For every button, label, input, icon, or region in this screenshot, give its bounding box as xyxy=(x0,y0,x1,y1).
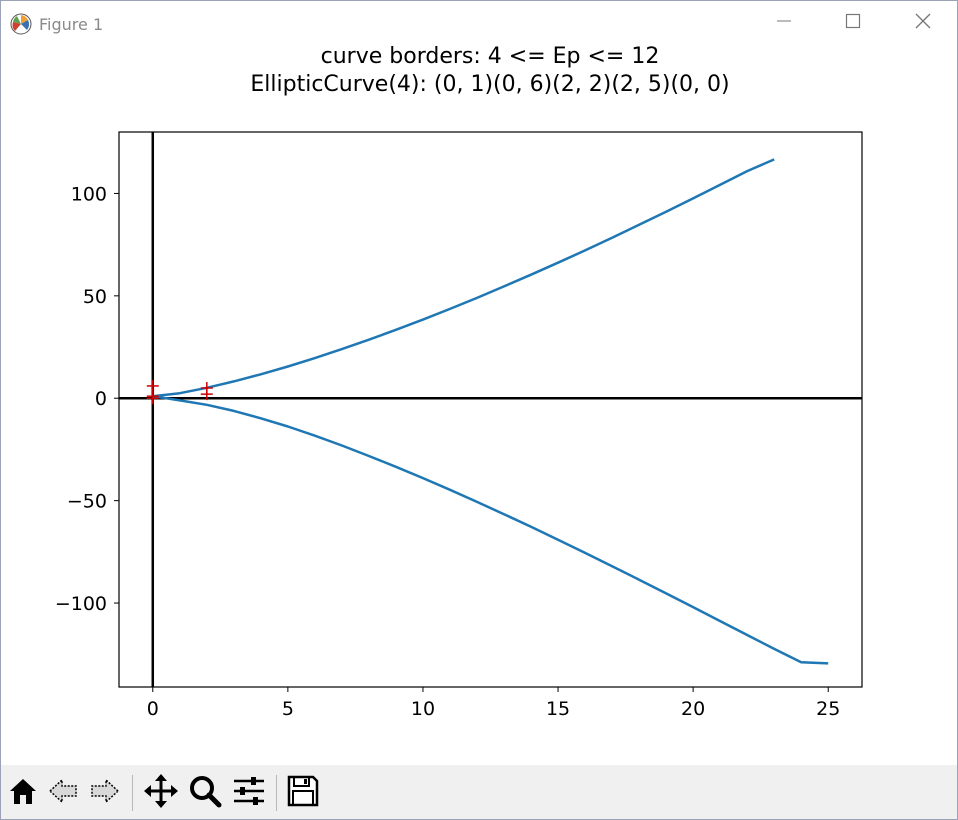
maximize-button[interactable] xyxy=(830,7,876,39)
configure-subplots-icon xyxy=(231,773,267,813)
y-tick-label: 0 xyxy=(95,388,107,410)
maximize-icon xyxy=(845,13,861,33)
navigation-toolbar xyxy=(1,765,957,819)
chart: curve borders: 4 <= Ep <= 12 EllipticCur… xyxy=(55,44,863,720)
title-bar: Figure 1 xyxy=(1,1,957,45)
close-icon xyxy=(914,12,932,34)
y-tick-label: 50 xyxy=(83,286,107,308)
x-tick-label: 15 xyxy=(546,698,570,720)
configure-subplots-button[interactable] xyxy=(229,773,269,813)
minimize-button[interactable] xyxy=(761,7,807,39)
figure-canvas: curve borders: 4 <= Ep <= 12 EllipticCur… xyxy=(1,44,957,765)
pan-icon xyxy=(143,773,179,813)
x-tick-label: 10 xyxy=(411,698,435,720)
forward-button[interactable] xyxy=(85,773,125,813)
x-tick-label: 0 xyxy=(147,698,159,720)
matplotlib-logo-icon xyxy=(9,12,33,36)
y-tick-label: −100 xyxy=(55,593,107,615)
minimize-icon xyxy=(776,13,792,33)
plot-frame xyxy=(118,131,863,688)
window-title: Figure 1 xyxy=(39,15,104,34)
x-tick-label: 20 xyxy=(681,698,705,720)
zoom-button[interactable] xyxy=(185,773,225,813)
save-button[interactable] xyxy=(283,773,323,813)
y-tick-label: 100 xyxy=(71,183,107,205)
series-line-2 xyxy=(152,394,829,665)
back-button[interactable] xyxy=(43,773,83,813)
x-tick-label: 5 xyxy=(282,698,294,720)
series-line-1 xyxy=(152,158,775,398)
back-icon xyxy=(46,774,80,812)
zoom-icon xyxy=(187,773,223,813)
chart-title-line-2: EllipticCurve(4): (0, 1)(0, 6)(2, 2)(2, … xyxy=(250,72,729,97)
close-button[interactable] xyxy=(900,7,946,39)
chart-title-line-1: curve borders: 4 <= Ep <= 12 xyxy=(321,45,660,69)
forward-icon xyxy=(88,774,122,812)
home-button[interactable] xyxy=(3,773,43,813)
toolbar-separator xyxy=(276,775,277,811)
y-tick-label: −50 xyxy=(67,491,107,513)
plot-area: 0 5 10 15 20 25 −100 −50 0 50 100 xyxy=(55,131,863,720)
home-icon xyxy=(6,774,40,812)
toolbar-separator xyxy=(132,775,133,811)
pan-button[interactable] xyxy=(141,773,181,813)
x-tick-label: 25 xyxy=(816,698,840,720)
save-icon xyxy=(286,774,320,812)
